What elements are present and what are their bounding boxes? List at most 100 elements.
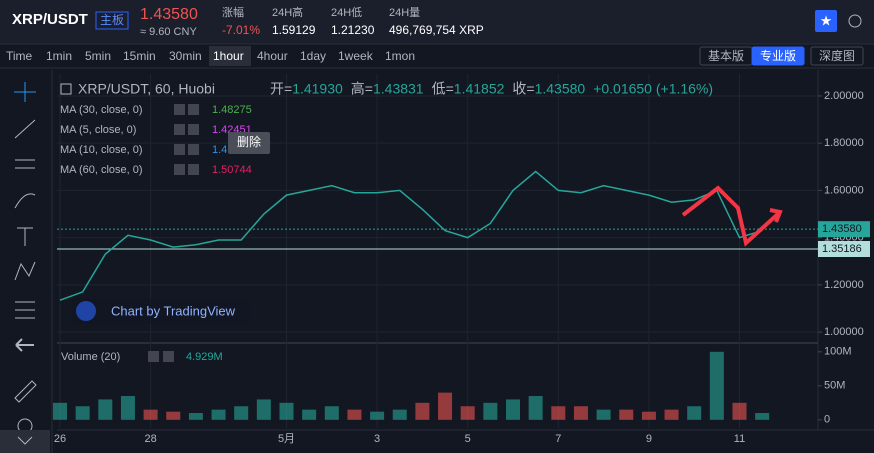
board-tag: 主板 bbox=[100, 13, 124, 27]
price-label-box bbox=[818, 221, 870, 238]
volume-bar bbox=[641, 411, 656, 420]
tooltip-box bbox=[228, 132, 270, 154]
collapse-button[interactable] bbox=[0, 430, 50, 453]
price-label: 1.35186 bbox=[822, 243, 862, 255]
y-tick-label: 50M bbox=[824, 380, 845, 392]
interval-button[interactable]: 4hour bbox=[257, 49, 288, 63]
price-line-series bbox=[59, 170, 763, 301]
annotation-arrow bbox=[681, 185, 783, 247]
watermark: Chart by TradingView bbox=[111, 303, 236, 318]
interval-button[interactable]: 1min bbox=[46, 49, 72, 63]
volume-title: Volume (20) bbox=[61, 351, 120, 363]
header-bar bbox=[0, 0, 874, 44]
stat-value: 1.59129 bbox=[272, 23, 316, 37]
indicator-remove[interactable] bbox=[188, 104, 199, 115]
brush-tool[interactable] bbox=[14, 193, 36, 209]
volume-bar bbox=[256, 399, 271, 420]
volume-bar bbox=[75, 406, 90, 420]
volume-bar bbox=[483, 402, 498, 420]
text-tool[interactable] bbox=[17, 227, 33, 246]
mode-button[interactable]: 专业版 bbox=[760, 48, 796, 63]
volume-bar bbox=[166, 411, 181, 420]
volume-settings[interactable] bbox=[148, 351, 159, 362]
mode-button[interactable]: 基本版 bbox=[708, 49, 744, 63]
ruler-tool[interactable] bbox=[14, 380, 37, 403]
x-tick-label: 5月 bbox=[278, 433, 295, 445]
interval-button[interactable]: 15min bbox=[123, 49, 156, 63]
trend-tool[interactable] bbox=[14, 119, 36, 139]
volume-bar bbox=[211, 409, 226, 420]
ohlc-label: 低= bbox=[432, 81, 454, 97]
favorite-button[interactable] bbox=[815, 10, 837, 32]
y-tick-label: 2.00000 bbox=[824, 90, 864, 102]
volume-bar bbox=[120, 396, 135, 420]
volume-bar bbox=[234, 406, 249, 420]
volume-bar bbox=[687, 406, 702, 420]
collapse-icon bbox=[17, 436, 33, 445]
y-tick-label: 0 bbox=[824, 414, 830, 426]
interval-button[interactable]: 1day bbox=[300, 49, 326, 63]
volume-bar bbox=[392, 409, 407, 420]
y-tick-label: 1.00000 bbox=[824, 326, 864, 338]
interval-button[interactable]: 30min bbox=[169, 49, 202, 63]
indicator-remove[interactable] bbox=[188, 144, 199, 155]
back-tool[interactable] bbox=[15, 338, 34, 352]
interval-button[interactable]: 1mon bbox=[385, 49, 415, 63]
theme-button[interactable] bbox=[848, 14, 862, 28]
chart-title: XRP/USDT, 60, Huobi bbox=[78, 81, 215, 97]
volume-bar bbox=[279, 402, 294, 420]
tooltip: 删除 bbox=[237, 134, 261, 149]
interval-button[interactable]: 5min bbox=[85, 49, 111, 63]
stat-label: 24H量 bbox=[389, 6, 420, 19]
volume-bar bbox=[370, 411, 385, 420]
stat-label: 24H高 bbox=[272, 5, 303, 19]
mode-button-box[interactable] bbox=[751, 46, 805, 66]
pattern-tool[interactable] bbox=[14, 261, 36, 281]
volume-bar bbox=[528, 396, 543, 420]
indicator-settings[interactable] bbox=[174, 104, 185, 115]
ohlc-value: 1.41852 bbox=[454, 81, 505, 97]
interval-button[interactable]: 1hour bbox=[213, 49, 244, 63]
indicator-settings[interactable] bbox=[174, 124, 185, 135]
mode-button-box[interactable] bbox=[810, 46, 864, 66]
volume-bar bbox=[755, 413, 770, 420]
ohlc-label: 开= bbox=[270, 81, 292, 97]
stat-label: 24H低 bbox=[331, 6, 362, 19]
indicator-settings[interactable] bbox=[174, 164, 185, 175]
legend-toggle[interactable] bbox=[60, 83, 72, 95]
price-label-box bbox=[818, 241, 870, 258]
x-tick-label: 5 bbox=[465, 433, 471, 445]
y-tick-label: 1.20000 bbox=[824, 279, 864, 291]
indicator-value: 1.50744 bbox=[212, 164, 252, 176]
ohlc-label: 收= bbox=[512, 81, 534, 97]
mode-button[interactable]: 深度图 bbox=[819, 48, 855, 63]
volume-remove[interactable] bbox=[163, 351, 174, 362]
volume-bar bbox=[506, 399, 520, 420]
y-tick-label: 1.60000 bbox=[824, 184, 864, 196]
indicator-remove[interactable] bbox=[188, 124, 199, 135]
volume-bar bbox=[188, 413, 203, 420]
measure-tool[interactable] bbox=[15, 301, 35, 319]
drawing-tools bbox=[14, 82, 37, 434]
y-tick-label: 1.80000 bbox=[824, 137, 864, 149]
volume-bar bbox=[573, 406, 588, 420]
indicator-settings[interactable] bbox=[174, 144, 185, 155]
volume-value: 4.929M bbox=[186, 351, 223, 363]
ohlc-value: 1.43831 bbox=[373, 81, 424, 97]
volume-bar bbox=[551, 406, 566, 420]
volume-bar bbox=[732, 402, 747, 420]
ohlc-value: 1.43580 bbox=[535, 81, 586, 97]
volume-bar bbox=[347, 409, 362, 420]
interval-button[interactable]: 1week bbox=[338, 49, 374, 63]
watermark-box bbox=[72, 298, 250, 324]
watermark-logo bbox=[76, 301, 96, 321]
ohlc-value: 1.41930 bbox=[292, 81, 343, 97]
indicator-name: MA (5, close, 0) bbox=[60, 124, 136, 136]
symbol: XRP/USDT bbox=[12, 11, 88, 28]
interval-button[interactable]: Time bbox=[6, 49, 33, 63]
indicator-value: 1.48275 bbox=[212, 104, 252, 116]
indicator-remove[interactable] bbox=[188, 164, 199, 175]
